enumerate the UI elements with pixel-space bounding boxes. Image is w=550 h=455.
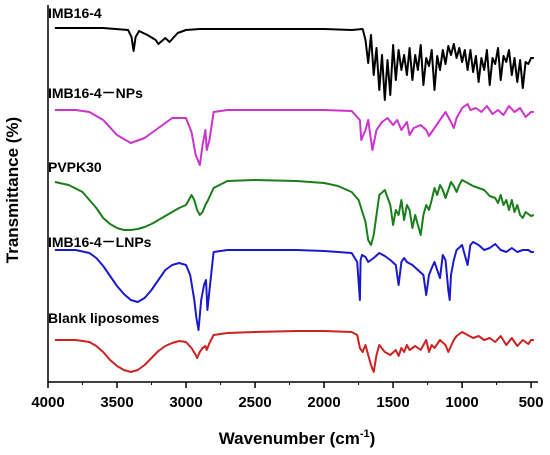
x-tick-label: 500 [519, 394, 544, 411]
x-tick-label: 4000 [31, 394, 64, 411]
x-tick-label: 2000 [307, 394, 340, 411]
series-layer [54, 27, 535, 373]
spectrum-line-imb16-4 [54, 27, 534, 101]
x-tick-label: 3000 [169, 394, 202, 411]
x-tick-label: 1000 [445, 394, 478, 411]
spectrum-line-blank-liposomes [54, 330, 534, 373]
x-tick-label: 3500 [100, 394, 133, 411]
series-label-blank-liposomes: Blank liposomes [48, 310, 159, 326]
x-axis-title: Wavenumber (cm-1) [219, 428, 376, 448]
series-label-pvpk30: PVPK30 [48, 159, 102, 175]
x-axis-ticks: 4000 3500 3000 2500 2000 1500 1000 500 [31, 382, 544, 411]
series-label-imb16-4-nps: IMB16-4－NPs [48, 85, 143, 101]
y-axis-title: Transmittance (%) [3, 117, 22, 263]
series-labels: IMB16-4 IMB16-4－NPs PVPK30 IMB16-4－LNPs Blan… [48, 5, 159, 326]
series-label-imb16-4-lnps: IMB16-4－LNPs [48, 234, 152, 250]
spectrum-line-imb16-4-lnps [54, 241, 534, 331]
spectrum-line-imb16-4-nps [54, 103, 534, 166]
x-tick-label: 2500 [238, 394, 271, 411]
spectrum-line-pvpk30 [54, 179, 535, 246]
x-tick-label: 1500 [376, 394, 409, 411]
series-label-imb16-4: IMB16-4 [48, 5, 102, 21]
